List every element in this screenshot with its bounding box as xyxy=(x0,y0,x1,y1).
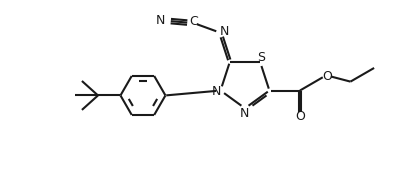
Text: N: N xyxy=(155,14,165,27)
Text: N: N xyxy=(239,107,249,120)
Text: S: S xyxy=(257,51,265,64)
Text: C: C xyxy=(189,15,198,28)
Text: O: O xyxy=(295,110,305,123)
Text: N: N xyxy=(220,26,229,38)
Text: O: O xyxy=(322,70,333,83)
Text: N: N xyxy=(211,85,221,98)
